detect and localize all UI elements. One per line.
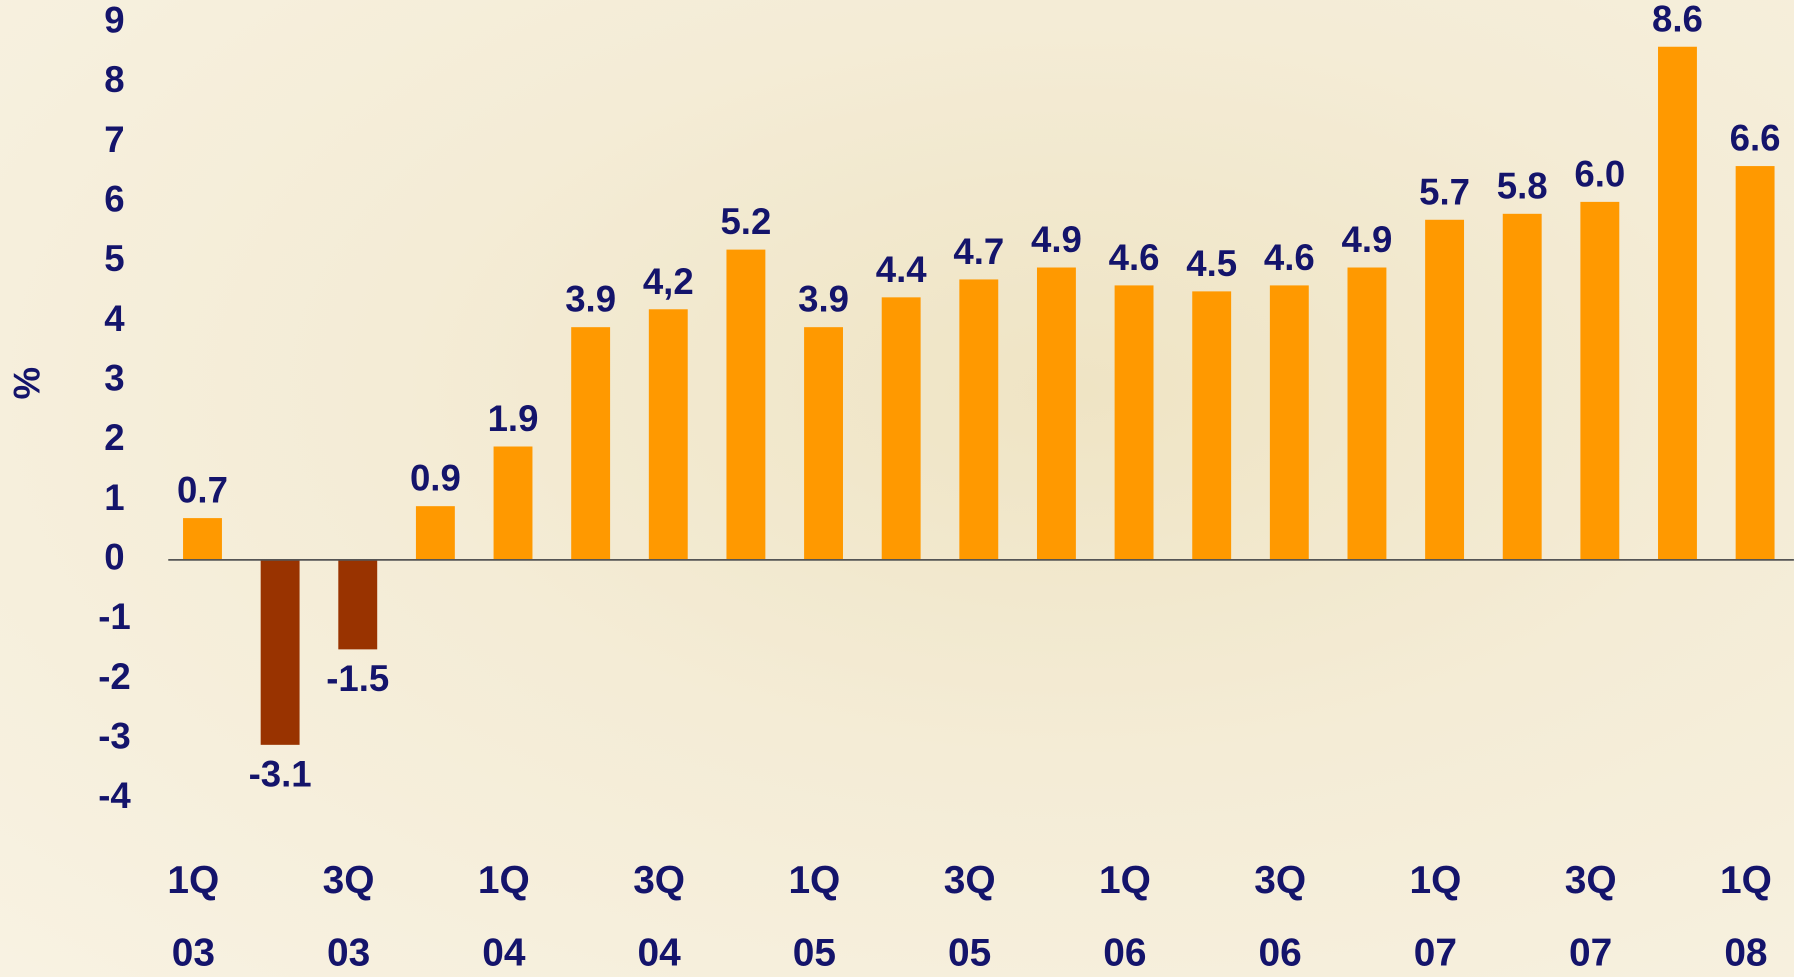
bar [416,506,455,560]
y-tick-label: 4 [104,298,125,339]
y-tick-label: 3 [104,358,124,399]
bar [882,297,921,560]
bar [959,279,998,559]
bar [261,560,300,745]
y-tick-label: -1 [98,596,131,637]
bar [494,447,533,560]
value-label: 3.9 [565,279,616,320]
value-label: 4.6 [1264,237,1315,278]
bar [571,327,610,560]
bar [1425,220,1464,560]
value-label: 4.4 [876,249,928,290]
y-tick-label: 5 [104,238,124,279]
value-label: 4.5 [1186,243,1237,284]
bar [1348,268,1387,560]
y-tick-label: 6 [104,179,124,220]
value-label: -3.1 [249,754,312,795]
y-axis-label: % [6,367,47,400]
value-label: 8.6 [1652,0,1703,39]
y-tick-label: 0 [104,537,124,578]
value-label: 3.9 [798,279,849,320]
y-tick-label: 9 [104,0,124,41]
y-tick-label: -4 [98,775,131,816]
page: {"chart_data": {"type": "bar", "y_label"… [0,0,1794,977]
bar [649,309,688,560]
y-tick-label: 1 [104,477,124,518]
bar [804,327,843,560]
value-label: 4.9 [1031,219,1082,260]
bar [1270,285,1309,559]
value-label: 6.0 [1574,153,1625,194]
bar [1503,214,1542,560]
y-tick-label: 2 [104,417,124,458]
value-label: 5.7 [1419,171,1470,212]
value-label: 4,2 [643,261,694,302]
y-tick-label: -2 [98,656,131,697]
bar [1736,166,1775,560]
value-label: 0.9 [410,458,461,499]
bar [338,560,377,649]
value-label: 5.2 [720,201,771,242]
bar [1115,285,1154,559]
value-label: -1.5 [326,658,389,699]
value-label: 4.7 [953,231,1004,272]
value-label: 1.9 [488,398,539,439]
y-tick-label: -3 [98,716,131,757]
bar [1192,291,1231,559]
bar [1580,202,1619,560]
bar [726,250,765,560]
value-label: 4.6 [1109,237,1160,278]
bar [1658,47,1697,560]
y-tick-label: 7 [104,119,124,160]
bar [1037,268,1076,560]
chart: % -4 -3 -2 -1 0 1 2 3 4 5 6 7 8 9 1Q03 0.7 -3.1 3Q03 -1.5 0… [0,0,1794,977]
value-label: 0.7 [177,470,228,511]
y-tick-label: 8 [104,59,124,100]
bar [183,518,222,560]
value-label: 5.8 [1497,165,1548,206]
value-label: 6.6 [1730,118,1781,159]
value-label: 4.9 [1342,219,1393,260]
